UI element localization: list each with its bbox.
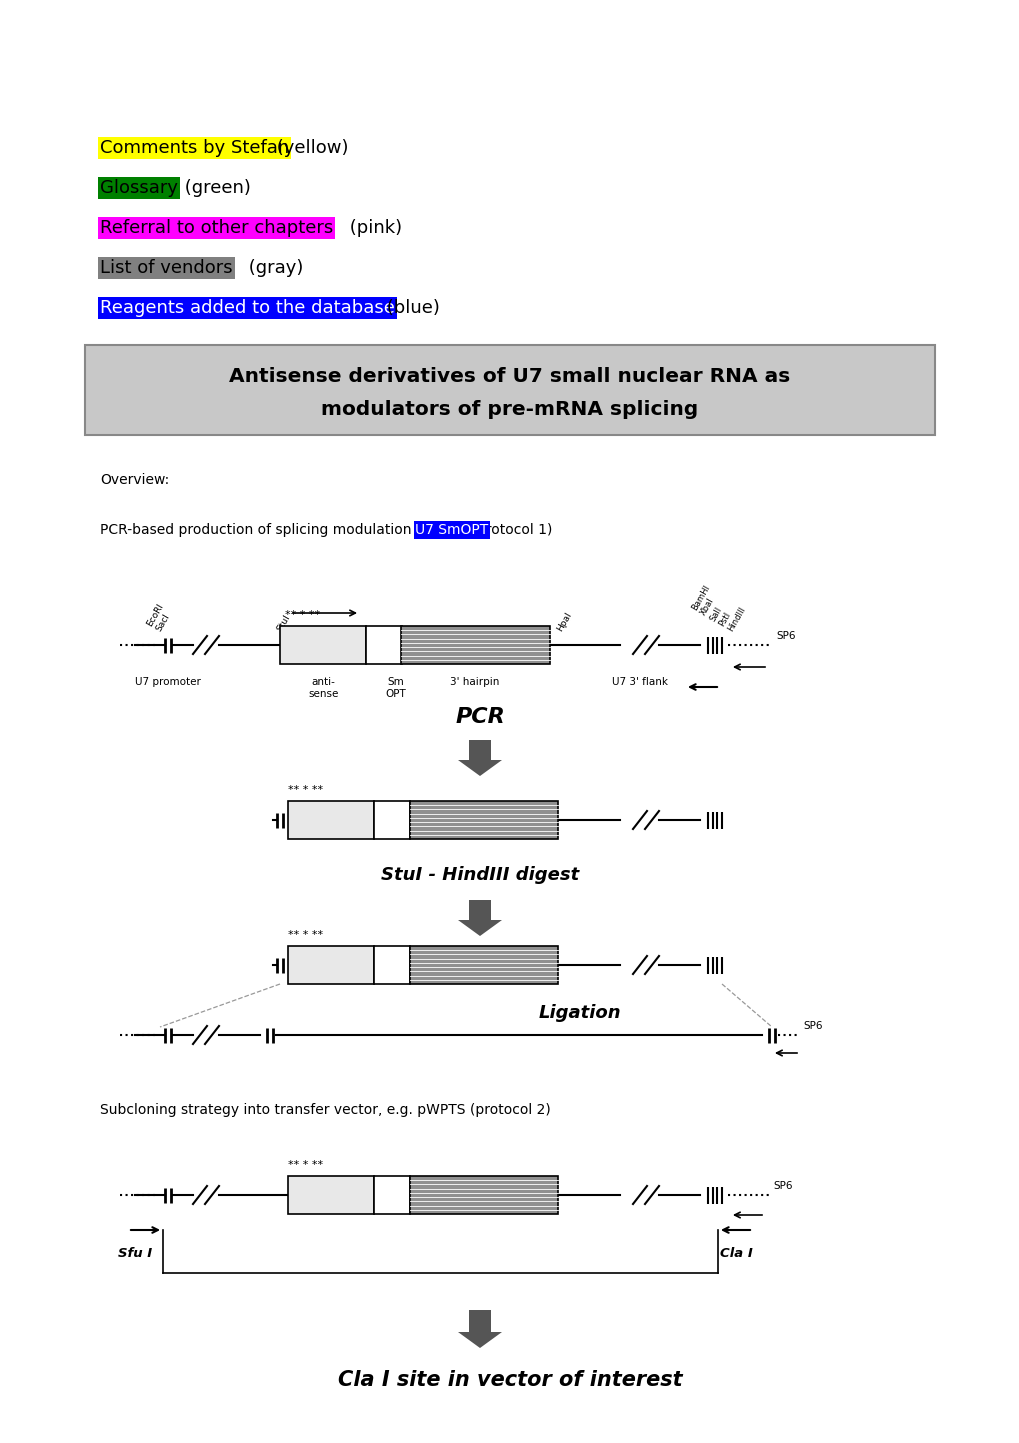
Bar [366, 626, 401, 664]
FancyArrow shape [458, 1310, 501, 1348]
FancyArrow shape [458, 740, 501, 776]
Text: U7 3' flank: U7 3' flank [611, 677, 667, 687]
Text: EcoRI
SacI: EcoRI SacI [145, 602, 174, 633]
Text: SP6: SP6 [802, 1022, 821, 1030]
Text: Glossary: Glossary [100, 179, 178, 198]
Text: SP6: SP6 [775, 631, 795, 641]
Bar [287, 947, 374, 984]
Text: BamHI
XbaI
SalI
PstI
HindIII: BamHI XbaI SalI PstI HindIII [689, 583, 747, 633]
Bar [374, 801, 409, 838]
Text: (protocol 1): (protocol 1) [467, 522, 551, 537]
FancyArrow shape [458, 900, 501, 937]
Text: (yellow): (yellow) [270, 139, 347, 157]
Text: Sm
OPT: Sm OPT [385, 677, 407, 698]
Bar [409, 801, 557, 838]
Text: (pink): (pink) [343, 219, 401, 237]
Text: StuI: StuI [275, 613, 291, 633]
Text: U7 promoter: U7 promoter [135, 677, 201, 687]
Bar [287, 801, 374, 838]
Text: (green): (green) [178, 179, 251, 198]
Text: 3' hairpin: 3' hairpin [449, 677, 498, 687]
Text: Cla I: Cla I [719, 1247, 752, 1260]
Text: Ligation: Ligation [538, 1004, 621, 1022]
Bar [401, 626, 549, 664]
Text: Antisense derivatives of U7 small nuclear RNA as: Antisense derivatives of U7 small nuclea… [229, 367, 790, 385]
Text: Cla I site in vector of interest: Cla I site in vector of interest [337, 1369, 682, 1390]
Text: StuI - HindIII digest: StuI - HindIII digest [380, 866, 579, 885]
Bar [85, 345, 934, 434]
Text: PCR-based production of splicing modulation tools in: PCR-based production of splicing modulat… [100, 522, 471, 537]
Text: ** * **: ** * ** [287, 929, 323, 939]
Text: ** * **: ** * ** [287, 785, 323, 795]
Text: Reagents added to the database: Reagents added to the database [100, 299, 394, 317]
Text: Subcloning strategy into transfer vector, e.g. pWPTS (protocol 2): Subcloning strategy into transfer vector… [100, 1102, 550, 1117]
Bar [374, 947, 409, 984]
Text: List of vendors: List of vendors [100, 258, 232, 277]
Text: (gray): (gray) [243, 258, 303, 277]
Bar [409, 1176, 557, 1214]
Text: ** * **: ** * ** [284, 610, 320, 620]
Text: Overview:: Overview: [100, 473, 169, 486]
Bar [409, 947, 557, 984]
Text: Referral to other chapters: Referral to other chapters [100, 219, 333, 237]
Text: (blue): (blue) [381, 299, 439, 317]
Bar [287, 1176, 374, 1214]
Text: ** * **: ** * ** [287, 1160, 323, 1170]
Text: U7 SmOPT: U7 SmOPT [415, 522, 488, 537]
Text: HpaI: HpaI [554, 610, 573, 633]
Text: modulators of pre-mRNA splicing: modulators of pre-mRNA splicing [321, 400, 698, 420]
Text: Sfu I: Sfu I [118, 1247, 152, 1260]
Text: Comments by Stefan: Comments by Stefan [100, 139, 289, 157]
Bar [374, 1176, 409, 1214]
Bar [280, 626, 366, 664]
Text: SP6: SP6 [772, 1180, 792, 1190]
Text: PCR: PCR [454, 707, 504, 727]
Text: anti-
sense: anti- sense [308, 677, 338, 698]
